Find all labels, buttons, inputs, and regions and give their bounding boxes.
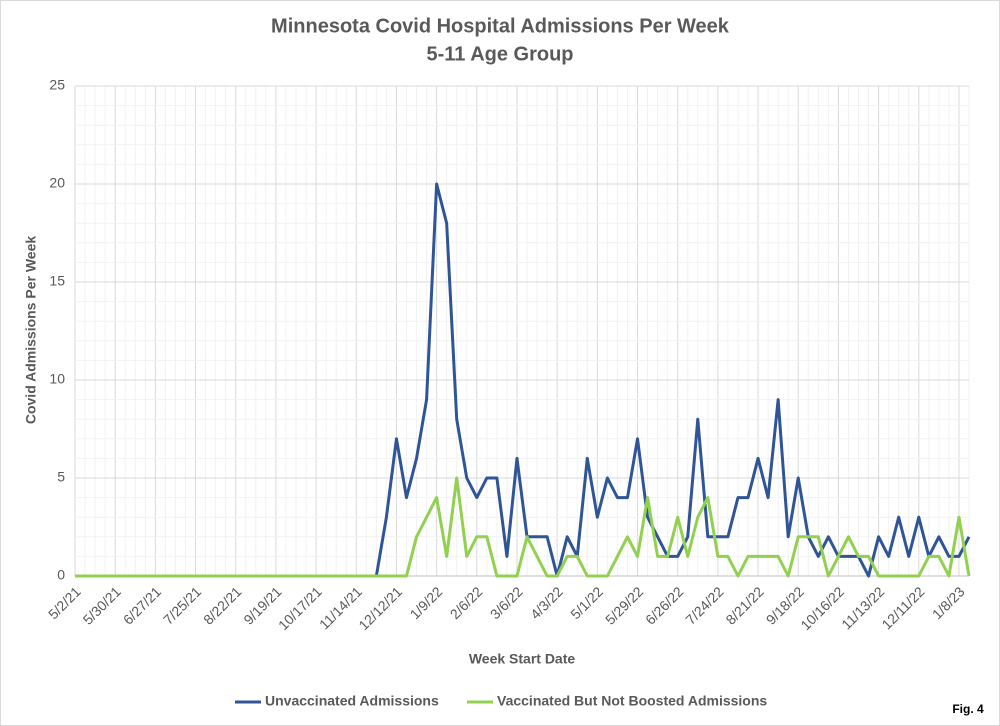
chart-title: Minnesota Covid Hospital Admissions Per …: [271, 15, 730, 37]
y-axis-title: Covid Admissions Per Week: [23, 236, 39, 424]
y-tick-label: 15: [49, 273, 65, 289]
y-tick-label: 20: [49, 175, 65, 191]
series-line: [75, 476, 971, 578]
y-tick-label: 10: [49, 371, 65, 387]
x-axis-title: Week Start Date: [469, 651, 576, 667]
y-tick-label: 5: [57, 469, 65, 485]
y-tick-label: 0: [57, 567, 65, 583]
legend-label: Unvaccinated Admissions: [265, 693, 439, 709]
plot: [75, 182, 971, 578]
y-tick-label: 25: [49, 77, 65, 93]
chart-subtitle: 5-11 Age Group: [426, 43, 573, 65]
figure-label: Fig. 4: [952, 702, 984, 716]
legend-label: Vaccinated But Not Boosted Admissions: [497, 693, 767, 709]
